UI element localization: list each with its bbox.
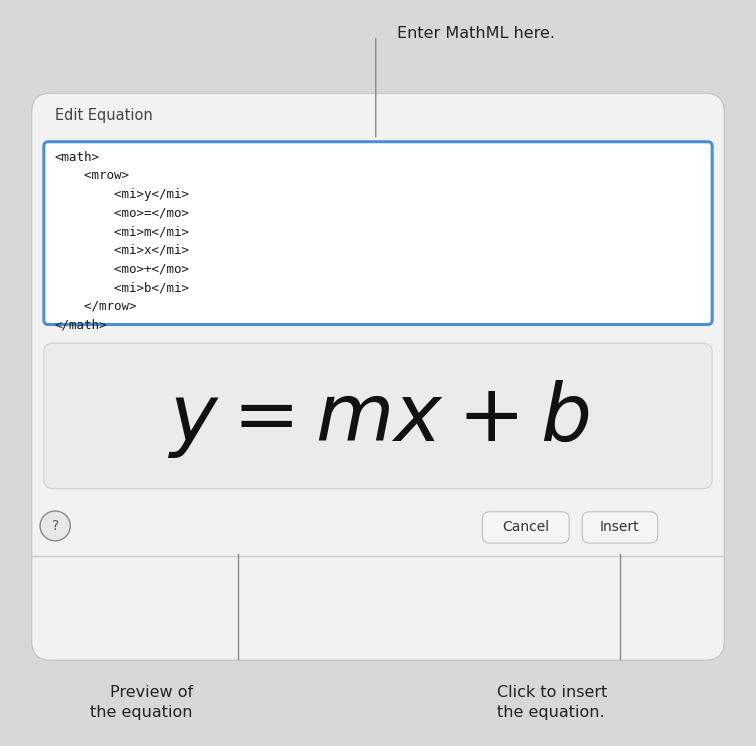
- Text: <mi>y</mi>: <mi>y</mi>: [54, 188, 190, 201]
- FancyBboxPatch shape: [482, 512, 569, 543]
- Text: </math>: </math>: [54, 319, 107, 331]
- Text: <mi>x</mi>: <mi>x</mi>: [54, 244, 190, 257]
- Text: Click to insert
the equation.: Click to insert the equation.: [497, 685, 608, 720]
- Circle shape: [40, 511, 70, 541]
- Text: <mrow>: <mrow>: [54, 169, 129, 182]
- FancyBboxPatch shape: [44, 142, 712, 325]
- Text: Cancel: Cancel: [502, 521, 550, 534]
- Text: Edit Equation: Edit Equation: [55, 108, 153, 123]
- Text: <mi>b</mi>: <mi>b</mi>: [54, 281, 190, 294]
- FancyBboxPatch shape: [582, 512, 658, 543]
- Text: Insert: Insert: [600, 521, 640, 534]
- Text: $\mathit{y} = \mathit{mx} + \mathit{b}$: $\mathit{y} = \mathit{mx} + \mathit{b}$: [167, 378, 589, 460]
- Text: ?: ?: [51, 519, 59, 533]
- Text: <math>: <math>: [54, 151, 100, 163]
- Text: Preview of
the equation: Preview of the equation: [90, 685, 193, 720]
- Text: <mi>m</mi>: <mi>m</mi>: [54, 225, 190, 238]
- Text: Enter MathML here.: Enter MathML here.: [397, 26, 555, 41]
- Text: <mo>+</mo>: <mo>+</mo>: [54, 263, 190, 275]
- Text: <mo>=</mo>: <mo>=</mo>: [54, 207, 190, 219]
- FancyBboxPatch shape: [44, 343, 712, 489]
- Text: </mrow>: </mrow>: [54, 300, 137, 313]
- FancyBboxPatch shape: [32, 93, 724, 660]
